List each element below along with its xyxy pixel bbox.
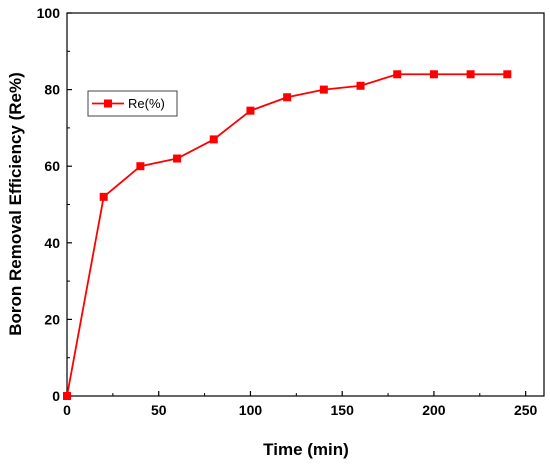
- data-point: [283, 93, 292, 102]
- series-line: [66, 73, 508, 397]
- data-point: [136, 162, 145, 171]
- data-point: [173, 154, 182, 163]
- y-tick-label: 80: [44, 82, 60, 98]
- x-tick-label: 200: [422, 402, 446, 418]
- x-tick-label: 100: [239, 402, 263, 418]
- data-point: [246, 106, 255, 115]
- legend-label: Re(%): [128, 96, 165, 111]
- y-tick-label: 60: [44, 158, 60, 174]
- legend: Re(%): [87, 90, 178, 117]
- data-point: [466, 70, 475, 79]
- legend-marker: [104, 99, 112, 108]
- data-point: [429, 70, 438, 79]
- y-tick-label: 0: [52, 388, 60, 404]
- data-point: [356, 81, 365, 90]
- x-tick-label: 50: [151, 402, 167, 418]
- x-axis-title: Time (min): [263, 440, 349, 459]
- data-point: [63, 392, 71, 400]
- y-tick-label: 20: [44, 311, 60, 327]
- data-point: [209, 135, 218, 144]
- x-axis-ticks: 0 50 100 150 200 250: [63, 391, 538, 418]
- series-layer: [63, 70, 512, 400]
- x-tick-label: 250: [514, 402, 538, 418]
- data-point: [393, 70, 402, 79]
- y-tick-label: 100: [37, 5, 61, 21]
- y-axis-title: Boron Removal Efficiency (Re%): [6, 72, 25, 336]
- x-tick-label: 150: [331, 402, 355, 418]
- y-tick-label: 40: [44, 235, 60, 251]
- data-point: [503, 70, 512, 79]
- data-point: [319, 85, 328, 94]
- x-tick-label: 0: [63, 402, 71, 418]
- data-point: [99, 192, 108, 201]
